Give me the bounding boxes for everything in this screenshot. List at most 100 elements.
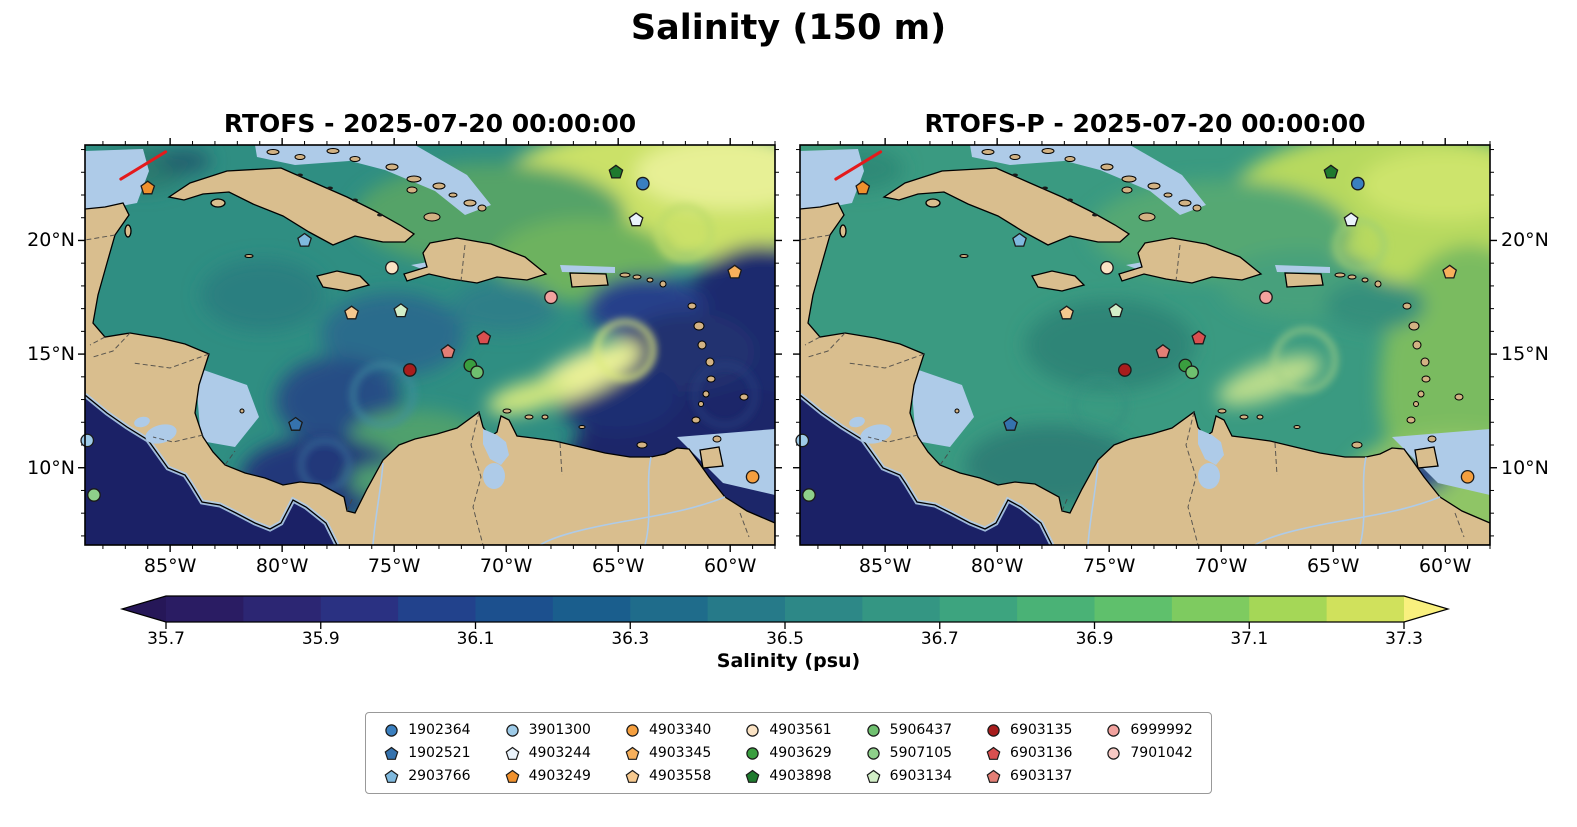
legend-box: 1902364 1902521 2903766 3901300 4903244 49032… <box>365 712 1212 794</box>
platform-marker-4903561 <box>385 260 399 275</box>
platform-marker-6903136 <box>476 330 492 345</box>
y-tick-label: 20°N <box>1501 229 1549 252</box>
colorbar-segment <box>1094 596 1173 622</box>
platform-marker-2903766 <box>297 232 312 247</box>
x-tick-label: 80°W <box>970 555 1024 577</box>
colorbar-segment <box>1171 596 1250 622</box>
colorbar-tick-label: 36.3 <box>611 629 649 649</box>
platform-marker-4903249 <box>140 180 156 195</box>
legend-item-5907105: 5907105 <box>866 744 952 762</box>
pentagon-marker-icon <box>505 746 520 760</box>
colorbar-over-arrow <box>1404 596 1448 622</box>
legend-label: 1902364 <box>408 722 471 738</box>
colorbar-segment <box>1249 596 1328 622</box>
rtofs-p-map <box>793 138 1497 552</box>
platform-marker-4903340 <box>1460 469 1475 484</box>
legend-label: 4903561 <box>769 722 832 738</box>
platform-marker-1902364 <box>635 176 650 191</box>
colorbar-segment <box>398 596 477 622</box>
x-tick-label: 60°W <box>1418 555 1472 577</box>
circle-marker-icon <box>987 723 1000 737</box>
colorbar-tick-label: 36.1 <box>457 629 495 649</box>
legend-label: 6903134 <box>889 768 953 784</box>
platform-markers-layer <box>80 150 760 502</box>
pentagon-marker-icon <box>625 769 640 783</box>
legend-item-4903629: 4903629 <box>745 744 832 762</box>
legend-item-1902521: 1902521 <box>384 744 471 762</box>
colorbar-segment <box>166 596 244 622</box>
platform-marker-4903244 <box>628 212 644 227</box>
legend-item-6903137: 6903137 <box>986 767 1072 785</box>
legend-item-6999992: 6999992 <box>1106 721 1193 739</box>
legend-label: 3901300 <box>528 722 591 738</box>
platform-marker-2903766 <box>1012 232 1027 247</box>
y-tick-label: 10°N <box>1501 456 1549 479</box>
y-tick-label: 20°N <box>27 229 75 252</box>
circle-marker-icon <box>505 723 519 737</box>
platform-marker-4903898 <box>608 164 624 179</box>
platform-marker-1902521 <box>1003 416 1018 431</box>
colorbar-under-arrow <box>122 596 166 622</box>
colorbar-segment <box>243 596 322 622</box>
colorbar-tick-label: 36.7 <box>921 629 959 649</box>
colorbar-tick-label: 36.9 <box>1076 629 1114 649</box>
pentagon-marker-icon <box>625 746 640 760</box>
pentagon-marker-icon <box>866 769 881 783</box>
platform-marker-4903561 <box>1100 260 1114 275</box>
colorbar-tick-label: 36.5 <box>766 629 804 649</box>
x-tick-label: 75°W <box>367 555 421 577</box>
legend-item-4903558: 4903558 <box>625 767 711 785</box>
platform-marker-6903137 <box>1155 343 1171 359</box>
circle-marker-icon <box>1107 746 1121 760</box>
colorbar-segment <box>630 596 709 622</box>
colorbar-tick-label: 37.3 <box>1385 629 1423 649</box>
colorbar-segment <box>1326 596 1405 622</box>
platform-marker-6999992 <box>544 290 558 305</box>
platform-marker-5907105 <box>802 488 816 502</box>
colorbar-segment <box>552 596 631 622</box>
legend-item-3901300: 3901300 <box>505 721 591 739</box>
platform-marker-6903137 <box>440 343 456 359</box>
circle-marker-icon <box>1107 723 1121 737</box>
platform-marker-4903558 <box>1059 305 1074 320</box>
colorbar-tick-label: 37.1 <box>1230 629 1268 649</box>
x-tick-label: 75°W <box>1082 555 1136 577</box>
circle-marker-icon <box>746 746 760 760</box>
legend-label: 5907105 <box>889 745 953 761</box>
colorbar-tick-label: 35.7 <box>147 629 185 649</box>
legend-item-4903561: 4903561 <box>745 721 832 739</box>
colorbar-segment <box>475 596 554 622</box>
figure-title: Salinity (150 m) <box>630 8 947 48</box>
legend-label: 4903898 <box>769 768 832 784</box>
platform-marker-5906437 <box>1185 365 1199 380</box>
axes-frame <box>799 144 1491 546</box>
legend-label: 5906437 <box>889 722 953 738</box>
colorbar-segment <box>1017 596 1096 622</box>
circle-marker-icon <box>866 746 880 760</box>
legend-item-4903244: 4903244 <box>505 744 591 762</box>
legend-item-4903345: 4903345 <box>625 744 711 762</box>
legend-label: 4903249 <box>528 768 591 784</box>
platform-marker-6903135 <box>402 363 417 377</box>
pentagon-marker-icon <box>745 769 760 783</box>
legend-label: 6903137 <box>1010 768 1073 784</box>
legend-item-7901042: 7901042 <box>1106 744 1193 762</box>
platform-marker-5907105 <box>87 488 101 502</box>
track-line <box>119 150 168 181</box>
legend-label: 4903629 <box>769 745 832 761</box>
x-tick-label: 85°W <box>143 555 197 577</box>
colorbar-segment <box>707 596 786 622</box>
platform-marker-6903135 <box>1117 363 1132 377</box>
x-tick-label: 70°W <box>479 555 533 577</box>
y-tick-label: 15°N <box>1501 343 1549 366</box>
platform-marker-5906437 <box>470 365 484 380</box>
rtofs-map <box>78 138 782 552</box>
legend: 1902364 1902521 2903766 3901300 4903244 49032… <box>0 712 1577 794</box>
pentagon-marker-icon <box>505 769 520 783</box>
legend-item-4903340: 4903340 <box>625 721 711 739</box>
x-tick-label: 70°W <box>1194 555 1248 577</box>
legend-item-5906437: 5906437 <box>866 721 952 739</box>
platform-marker-4903558 <box>344 305 359 320</box>
legend-label: 1902521 <box>408 745 471 761</box>
